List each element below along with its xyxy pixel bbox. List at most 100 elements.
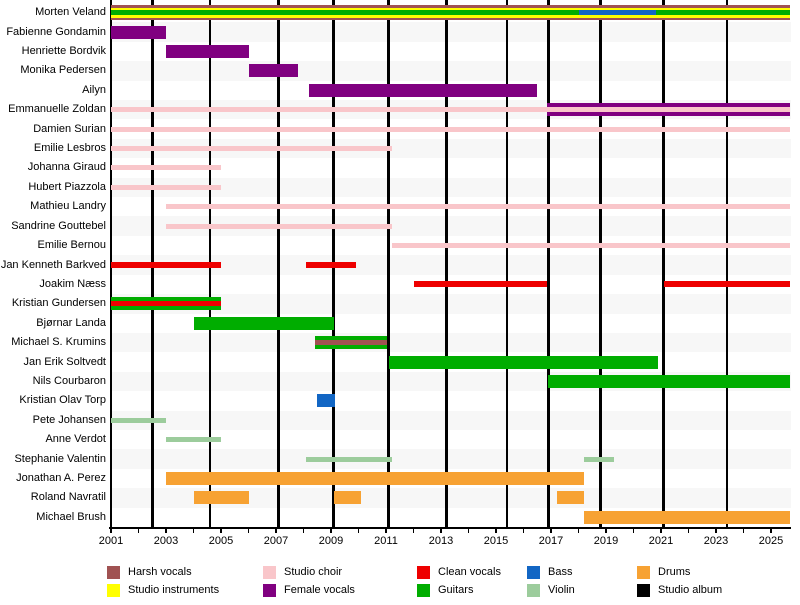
legend-swatch-studio_choir bbox=[263, 566, 276, 579]
member-label: Jan Erik Soltvedt bbox=[23, 355, 106, 368]
member-label: Hubert Piazzola bbox=[28, 180, 106, 193]
row-stripe bbox=[110, 255, 792, 275]
timeline-bar-drums bbox=[584, 510, 791, 524]
axis-tick bbox=[742, 529, 745, 533]
member-label: Michael Brush bbox=[36, 510, 106, 523]
axis-tick bbox=[440, 529, 442, 533]
legend-swatch-studio_instruments bbox=[107, 584, 120, 597]
axis-tick bbox=[412, 529, 415, 533]
axis-year-label: 2025 bbox=[758, 535, 784, 547]
axis-tick bbox=[330, 529, 332, 533]
timeline-bar-studio_choir bbox=[546, 107, 791, 113]
timeline-bar-guitars bbox=[548, 374, 791, 388]
legend-swatch-female_vocals bbox=[263, 584, 276, 597]
row-stripe bbox=[110, 177, 792, 198]
album-marker-line bbox=[505, 0, 509, 527]
legend-swatch-violin bbox=[527, 584, 540, 597]
legend-label-clean_vocals: Clean vocals bbox=[438, 566, 501, 578]
axis-tick bbox=[605, 529, 607, 533]
row-stripe bbox=[110, 488, 792, 508]
member-label: Emmanuelle Zoldan bbox=[8, 103, 106, 116]
timeline-bar-drums bbox=[166, 471, 584, 485]
album-marker-line bbox=[387, 0, 391, 527]
axis-tick bbox=[550, 529, 552, 533]
legend-label-female_vocals: Female vocals bbox=[284, 584, 355, 596]
timeline-bar-studio_choir bbox=[111, 184, 221, 190]
legend-label-harsh_vocals: Harsh vocals bbox=[128, 566, 192, 578]
timeline-bar-clean_vocals bbox=[111, 301, 221, 307]
album-marker-line bbox=[599, 0, 602, 527]
row-stripe bbox=[110, 391, 792, 411]
timeline-bar-female_vocals bbox=[309, 83, 538, 97]
member-label: Damien Surian bbox=[33, 122, 106, 135]
member-label: Bjørnar Landa bbox=[36, 316, 106, 329]
timeline-bar-violin bbox=[166, 437, 221, 443]
axis-year-label: 2001 bbox=[98, 535, 124, 547]
timeline-bar-bass bbox=[317, 394, 336, 408]
timeline-bar-clean_vocals bbox=[413, 281, 547, 288]
row-stripe bbox=[110, 138, 792, 159]
album-marker-line bbox=[445, 0, 448, 527]
legend-swatch-clean_vocals bbox=[417, 566, 430, 579]
timeline-bar-studio_choir bbox=[391, 243, 791, 249]
timeline-bar-bass bbox=[578, 10, 656, 16]
member-label: Joakim Næss bbox=[39, 277, 106, 290]
member-label: Michael S. Krumins bbox=[11, 336, 106, 349]
row-stripe bbox=[110, 449, 792, 469]
row-stripe bbox=[110, 41, 792, 62]
axis-tick bbox=[275, 529, 277, 533]
row-stripe bbox=[110, 410, 792, 430]
row-stripe bbox=[110, 158, 792, 178]
member-label: Morten Veland bbox=[35, 6, 106, 19]
album-marker-line bbox=[725, 0, 729, 527]
axis-year-label: 2019 bbox=[593, 535, 619, 547]
plot-left-border bbox=[109, 0, 112, 527]
timeline-bar-clean_vocals bbox=[306, 262, 356, 268]
album-marker-line bbox=[662, 0, 666, 527]
timeline-bar-clean_vocals bbox=[663, 281, 791, 288]
axis-tick bbox=[660, 529, 662, 533]
axis-tick bbox=[770, 529, 772, 533]
member-label: Sandrine Gouttebel bbox=[11, 219, 106, 232]
axis-tick bbox=[577, 529, 580, 533]
axis-year-label: 2017 bbox=[538, 535, 564, 547]
member-label: Stephanie Valentin bbox=[14, 452, 106, 465]
timeline-bar-violin bbox=[306, 456, 392, 462]
axis-year-label: 2011 bbox=[374, 535, 398, 547]
legend-swatch-studio_album bbox=[637, 584, 650, 597]
legend-swatch-harsh_vocals bbox=[107, 566, 120, 579]
axis-year-label: 2003 bbox=[153, 535, 179, 547]
legend-swatch-guitars bbox=[417, 584, 430, 597]
axis-tick bbox=[110, 529, 112, 533]
axis-tick bbox=[715, 529, 717, 533]
axis-tick bbox=[247, 529, 250, 533]
axis-year-label: 2007 bbox=[263, 535, 289, 547]
album-marker-line bbox=[277, 0, 281, 527]
member-label: Johanna Giraud bbox=[27, 161, 106, 174]
axis-year-label: 2023 bbox=[703, 535, 729, 547]
legend-label-studio_album: Studio album bbox=[658, 584, 723, 596]
timeline-bar-studio_choir bbox=[111, 146, 392, 152]
row-stripe bbox=[110, 294, 792, 314]
legend-label-guitars: Guitars bbox=[438, 584, 474, 596]
axis-line bbox=[109, 527, 792, 529]
axis-tick bbox=[302, 529, 305, 533]
timeline-bar-drums bbox=[556, 491, 584, 505]
member-label: Fabienne Gondamin bbox=[6, 25, 106, 38]
timeline-bar-guitars bbox=[111, 10, 791, 16]
timeline-bar-drums bbox=[193, 491, 249, 505]
timeline-bar-female_vocals bbox=[248, 64, 298, 78]
row-stripe bbox=[110, 332, 792, 353]
member-label: Anne Verdot bbox=[45, 433, 106, 446]
timeline-bar-studio_choir bbox=[166, 223, 392, 229]
timeline-bar-drums bbox=[333, 491, 362, 505]
legend-label-studio_choir: Studio choir bbox=[284, 566, 343, 578]
timeline-bar-female_vocals bbox=[166, 45, 249, 59]
axis-tick bbox=[357, 529, 360, 533]
axis-tick bbox=[165, 529, 167, 533]
row-stripe bbox=[110, 61, 792, 81]
axis-year-label: 2013 bbox=[428, 535, 454, 547]
legend-swatch-drums bbox=[637, 566, 650, 579]
member-label: Jan Kenneth Barkved bbox=[0, 258, 106, 271]
timeline-bar-guitars bbox=[388, 355, 659, 369]
